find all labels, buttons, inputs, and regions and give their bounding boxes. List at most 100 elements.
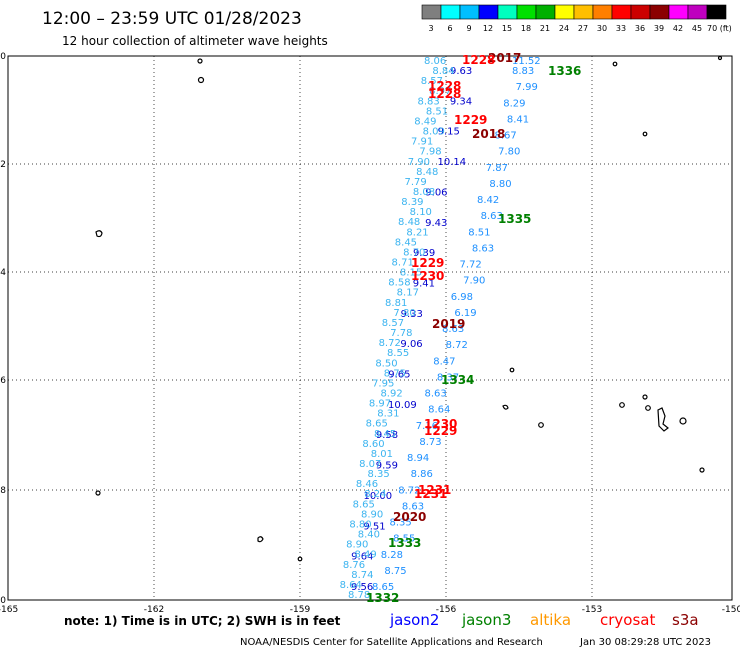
swh-value-label: 8.28 <box>381 550 403 561</box>
legend-note: note: 1) Time is in UTC; 2) SWH is in fe… <box>64 614 341 628</box>
pass-time-label: 1335 <box>498 212 531 226</box>
colorbar-swatch <box>459 4 480 20</box>
colorbar-label: 30 <box>597 24 607 33</box>
swh-value-label: 8.35 <box>390 518 412 529</box>
swh-value-label: 8.35 <box>367 469 389 480</box>
colorbar-swatch <box>592 4 613 20</box>
colorbar-label: 36 <box>635 24 645 33</box>
swh-value-label: 8.65 <box>372 582 394 593</box>
swh-value-label: 8.15 <box>400 268 422 279</box>
colorbar-swatch <box>516 4 537 20</box>
island <box>679 417 687 425</box>
swh-value-label: 8.72 <box>379 338 401 349</box>
swh-value-label: 8.45 <box>395 237 417 248</box>
lat-tick-label: -12 <box>0 160 6 170</box>
lat-tick-label: -10 <box>0 52 6 62</box>
satellite-legend: jason2 jason3 altika cryosat s3a <box>389 611 699 629</box>
swh-value-label: 7.78 <box>390 328 412 339</box>
colorbar-swatch <box>535 4 556 20</box>
swh-value-label: 9.33 <box>401 309 423 320</box>
colorbar-label: 18 <box>521 24 531 33</box>
pass-time-label: 1230 <box>411 269 444 283</box>
colorbar-label: 6 <box>447 24 452 33</box>
swh-value-label: 8.09 <box>423 127 445 138</box>
swh-value-label: 8.49 <box>354 550 376 561</box>
axis-tick-labels: -165 -162 -159 -156 -153 -150 -10 -12 -14 -16 -18 -… <box>0 52 740 615</box>
swh-value-label: 8.72 <box>446 340 468 351</box>
swh-value-label: 7.95 <box>372 378 394 389</box>
swh-value-label: 8.10 <box>410 207 432 218</box>
swh-value-label: 8.86 <box>411 469 433 480</box>
swh-value-label: 8.06 <box>424 56 446 67</box>
swh-value-label: 8.45 <box>374 429 396 440</box>
lon-tick-label: -159 <box>290 605 311 615</box>
swh-value-label: 8.39 <box>401 197 423 208</box>
swh-value-label: 8.65 <box>353 499 375 510</box>
swh-value-label: 8.74 <box>351 570 373 581</box>
swh-value-label: 8.48 <box>416 167 438 178</box>
pass-time-labels: 1336 1335 1334 1333 1332 2017 2018 2019 2020 1228… <box>366 51 581 605</box>
pass-time-label: 1229 <box>454 113 487 127</box>
pass-time-label: 1230 <box>424 417 457 431</box>
swh-value-label: 8.50 <box>375 358 397 369</box>
pass-time-label: 1231 <box>414 487 447 501</box>
island <box>619 402 625 408</box>
colorbar-swatch <box>440 4 461 20</box>
swh-value-label: 8.63 <box>442 324 464 335</box>
island <box>612 61 618 67</box>
swh-value-label: 10.14 <box>437 157 466 168</box>
colorbar-label: 9 <box>466 24 471 33</box>
swh-value-label: 8.70 <box>403 247 425 258</box>
swh-value-label: 8.73 <box>419 437 441 448</box>
swh-value-label: 9.56 <box>351 582 373 593</box>
swh-value-label: 8.08 <box>413 187 435 198</box>
swh-value-label: 8.92 <box>380 388 402 399</box>
swh-value-label: 8.37 <box>437 372 459 383</box>
pass-time-label: 1228 <box>428 79 461 93</box>
swh-value-label: 8.60 <box>362 439 384 450</box>
swh-value-label: 7.99 <box>516 82 538 93</box>
swh-value-label: 8.47 <box>433 356 455 367</box>
swh-value-label: 8.41 <box>507 114 529 125</box>
swh-value-label: 8.55 <box>393 534 415 545</box>
colorbar-swatch <box>687 4 708 20</box>
swh-value-label: 8.07 <box>359 459 381 470</box>
island <box>699 467 705 473</box>
colorbar-swatch <box>630 4 651 20</box>
swh-value-label: 8.83 <box>512 66 534 77</box>
colorbar-swatch <box>554 4 575 20</box>
swh-value-label: 7.16 <box>416 421 438 432</box>
colorbar-label: 15 <box>502 24 512 33</box>
colorbar-label: 45 <box>692 24 702 33</box>
colorbar-swatch <box>706 4 727 20</box>
swh-value-label: 8.51 <box>468 227 490 238</box>
colorbar-swatch <box>478 4 499 20</box>
island <box>197 58 203 64</box>
swh-value-label: 8.80 <box>489 179 511 190</box>
swh-value-label: 7.87 <box>486 163 508 174</box>
colorbar-label: 42 <box>673 24 683 33</box>
colorbar-label: 39 <box>654 24 664 33</box>
satellite-legend-item: jason3 <box>461 611 511 629</box>
island <box>645 405 651 411</box>
swh-value-label: 8.64 <box>340 580 362 591</box>
timestamp: Jan 30 08:29:28 UTC 2023 <box>579 637 711 648</box>
swh-value-label: 9.63 <box>450 66 472 77</box>
pass-time-label: 1231 <box>418 483 451 497</box>
swh-value-label: 9.39 <box>413 248 435 259</box>
swh-value-label: 8.31 <box>377 409 399 420</box>
swh-value-label: 9.59 <box>376 461 398 472</box>
pass-time-label: 2017 <box>488 51 521 65</box>
swh-value-label: 9.58 <box>376 430 398 441</box>
lon-tick-label: -150 <box>722 605 740 615</box>
swh-value-label: 8.48 <box>398 217 420 228</box>
swh-value-label: 8.64 <box>428 405 450 416</box>
pass-time-label: 1229 <box>424 424 457 438</box>
pass-time-label: 2019 <box>432 317 465 331</box>
swh-value-label: 8.24 <box>364 489 386 500</box>
swh-value-label: 10.09 <box>388 400 417 411</box>
swh-value-label: 7.80 <box>393 308 415 319</box>
swh-value-label: 7.79 <box>405 177 427 188</box>
island <box>538 422 544 428</box>
credit-text: NOAA/NESDIS Center for Satellite Applica… <box>240 637 543 648</box>
